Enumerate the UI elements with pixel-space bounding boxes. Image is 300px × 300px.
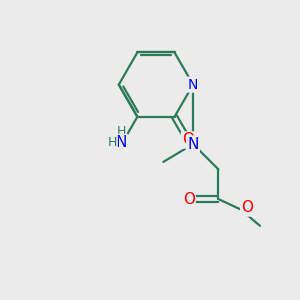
Text: O: O [182, 133, 194, 148]
Text: O: O [183, 191, 195, 206]
Text: N: N [188, 78, 198, 92]
Text: O: O [241, 200, 253, 215]
Text: N: N [115, 135, 127, 150]
Text: N: N [188, 136, 199, 152]
Text: H: H [107, 136, 117, 149]
Text: H: H [116, 125, 126, 138]
